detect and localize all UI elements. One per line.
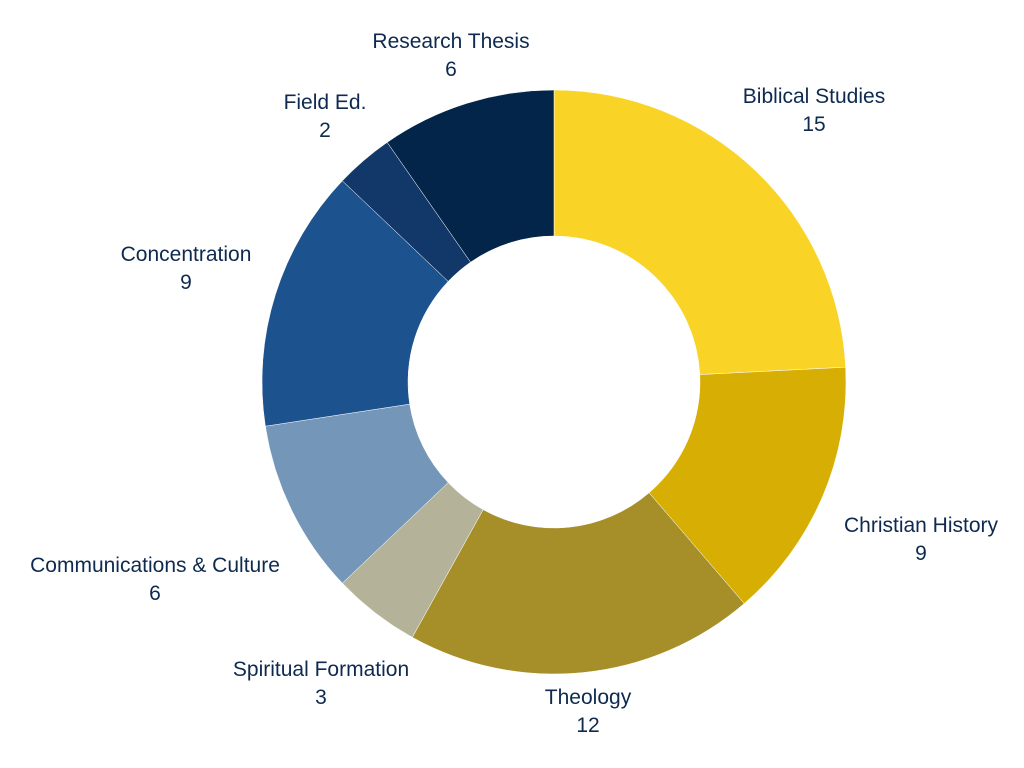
- slice-value: 9: [180, 271, 192, 294]
- slice-name: Spiritual Formation: [232, 658, 410, 681]
- slice-name: Concentration: [120, 243, 252, 266]
- slice-research-thesis: [386, 89, 555, 263]
- slice-value: 9: [915, 542, 927, 565]
- slice-value: 2: [319, 119, 331, 142]
- slice-biblical-studies: [553, 89, 846, 375]
- slice-christian-history: [648, 366, 847, 604]
- slice-name: Theology: [544, 686, 632, 709]
- slice-label-biblical-studies: Biblical Studies 15: [743, 83, 885, 139]
- slice-label-concentration: Concentration 9: [121, 241, 252, 297]
- slice-theology: [411, 492, 745, 675]
- slice-name: Communications & Culture: [30, 554, 280, 577]
- slice-name: Christian History: [843, 514, 999, 537]
- slice-concentration: [261, 180, 449, 427]
- slice-label-theology: Theology 12: [545, 684, 631, 740]
- slice-value: 6: [149, 582, 161, 605]
- slice-name: Research Thesis: [372, 30, 530, 53]
- slice-label-field-ed: Field Ed. 2: [284, 89, 367, 145]
- slice-label-christian-history: Christian History 9: [844, 512, 998, 568]
- slice-name: Field Ed.: [283, 91, 367, 114]
- slice-label-communications-culture: Communications & Culture 6: [30, 552, 280, 608]
- slice-value: 6: [445, 58, 457, 81]
- slice-value: 3: [315, 686, 327, 709]
- slice-value: 12: [576, 714, 600, 737]
- slice-value: 15: [802, 113, 826, 136]
- slice-label-research-thesis: Research Thesis 6: [372, 28, 529, 84]
- slice-name: Biblical Studies: [742, 85, 886, 108]
- slice-label-spiritual-formation: Spiritual Formation 3: [233, 656, 409, 712]
